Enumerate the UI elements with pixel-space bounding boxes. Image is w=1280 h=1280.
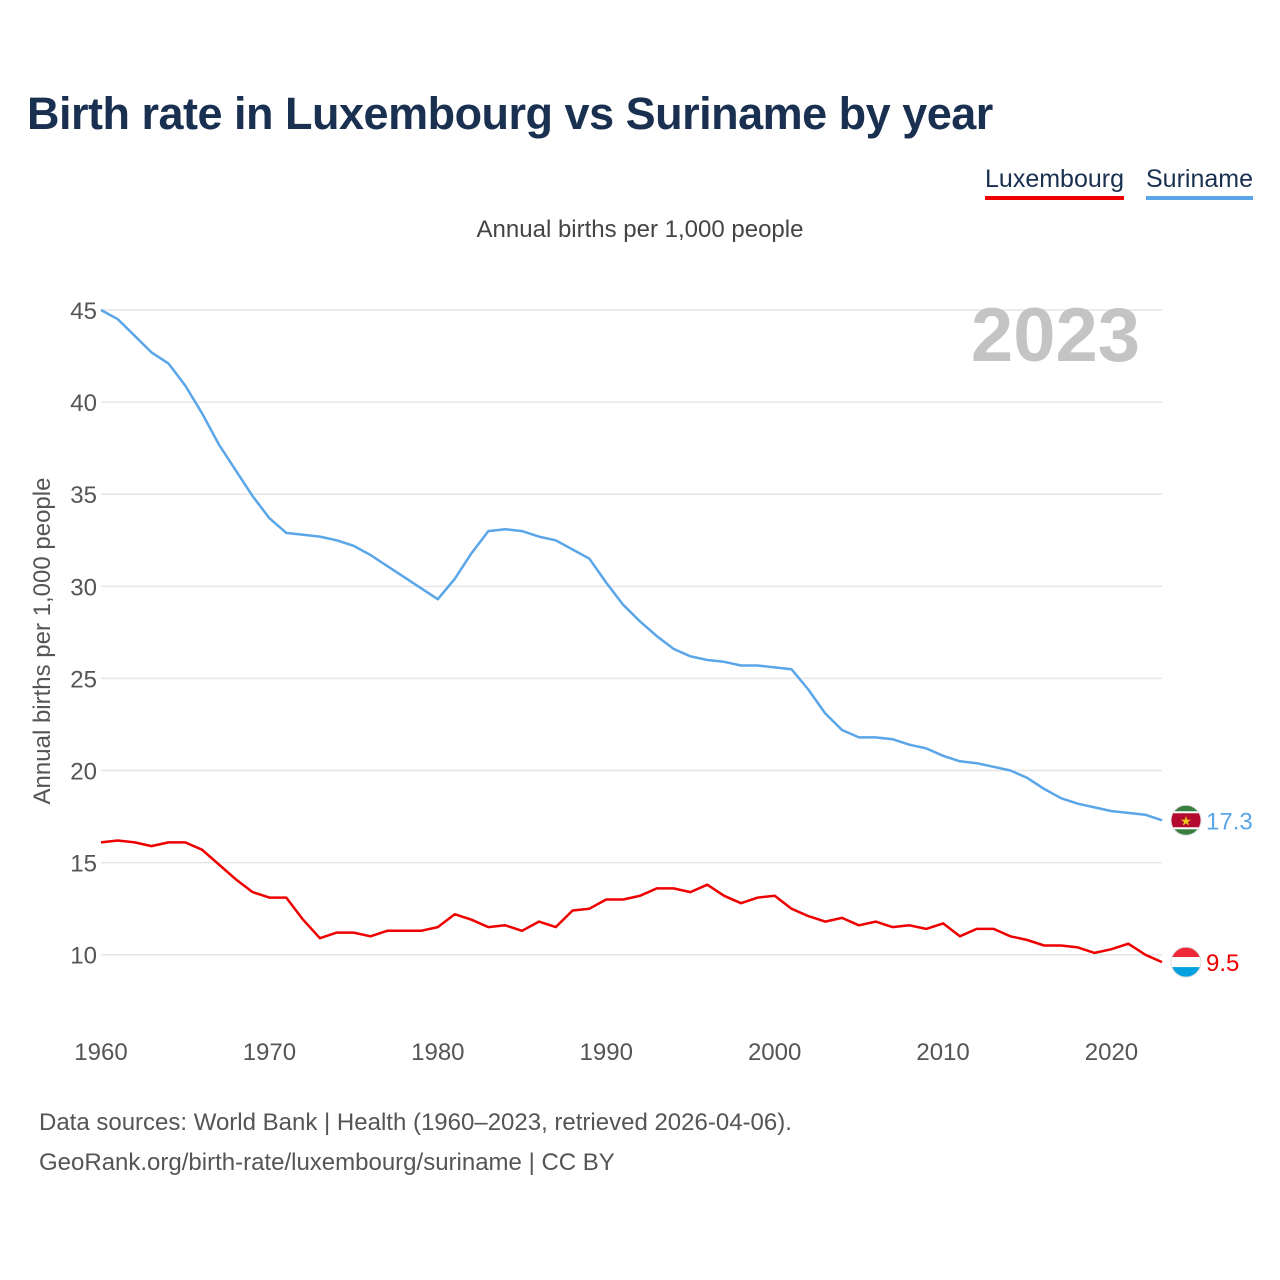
- chart-subtitle: Annual births per 1,000 people: [476, 216, 804, 243]
- y-tick-label: 45: [70, 298, 97, 325]
- y-axis-ticks: 10 15 20 25 30 35 40 45: [70, 298, 97, 970]
- suriname-end-label: 17.3: [1206, 808, 1253, 835]
- source-text: Data sources: World Bank | Health (1960–…: [39, 1109, 792, 1136]
- x-tick-label: 2020: [1085, 1039, 1138, 1066]
- y-axis-label: Annual births per 1,000 people: [29, 478, 56, 805]
- attribution-text[interactable]: GeoRank.org/birth-rate/luxembourg/surina…: [39, 1149, 615, 1176]
- y-tick-label: 35: [70, 482, 97, 509]
- year-watermark: 2023: [971, 293, 1140, 378]
- suriname-flag-icon: ★: [1170, 804, 1202, 836]
- x-tick-label: 2000: [748, 1039, 801, 1066]
- series-group: [100, 308, 1163, 964]
- luxembourg-flag-icon: [1170, 946, 1202, 978]
- line-chart: 10 15 20 25 30 35 40 45 1960 1970 1980 1990 2000 201…: [29, 293, 1253, 1066]
- page-title: Birth rate in Luxembourg vs Suriname by …: [27, 88, 993, 139]
- y-tick-label: 25: [70, 666, 97, 693]
- y-tick-label: 30: [70, 574, 97, 601]
- legend: Luxembourg Suriname: [985, 165, 1253, 200]
- series-line-suriname[interactable]: [100, 308, 1163, 822]
- x-axis-ticks: 1960 1970 1980 1990 2000 2010 2020: [74, 1039, 1138, 1066]
- legend-item-luxembourg[interactable]: Luxembourg: [985, 165, 1124, 200]
- legend-item-suriname[interactable]: Suriname: [1146, 165, 1253, 200]
- y-tick-label: 20: [70, 759, 97, 786]
- y-tick-label: 40: [70, 390, 97, 417]
- x-tick-label: 1960: [74, 1039, 127, 1066]
- svg-text:★: ★: [1180, 814, 1192, 829]
- x-tick-label: 1980: [411, 1039, 464, 1066]
- x-tick-label: 2010: [916, 1039, 969, 1066]
- grid-lines: [101, 309, 1162, 956]
- luxembourg-end-label: 9.5: [1206, 950, 1239, 977]
- footer: Data sources: World Bank | Health (1960–…: [39, 1103, 792, 1183]
- end-markers: ★ 17.3 9.5: [1170, 804, 1253, 978]
- y-tick-label: 10: [70, 943, 97, 970]
- x-tick-label: 1970: [243, 1039, 296, 1066]
- x-tick-label: 1990: [580, 1039, 633, 1066]
- series-line-luxembourg[interactable]: [100, 839, 1163, 964]
- y-tick-label: 15: [70, 851, 97, 878]
